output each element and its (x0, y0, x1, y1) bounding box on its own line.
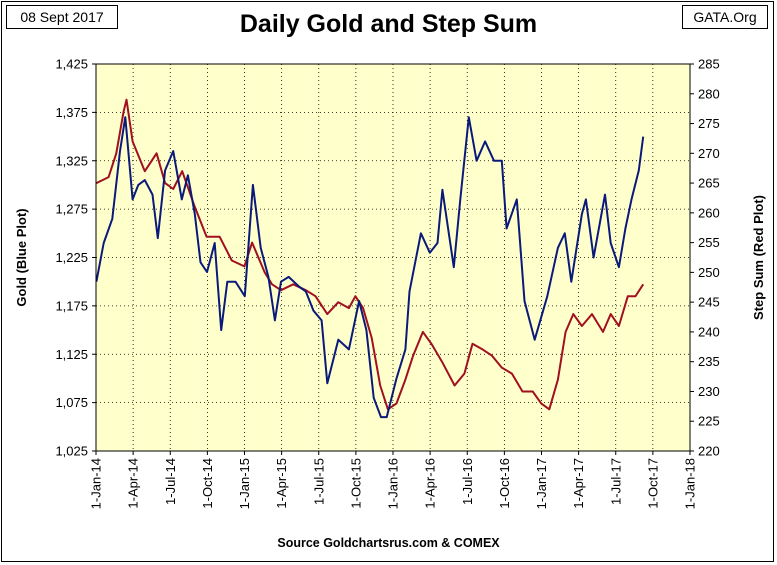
x-tick-label: 1-Apr-17 (571, 458, 586, 509)
right-tick-label: 275 (698, 116, 720, 131)
left-tick-label: 1,025 (55, 444, 88, 459)
left-axis-ticks: 1,025 1,075 1,125 1,175 1,225 1,275 1,325 1,375… (55, 57, 96, 459)
right-tick-label: 250 (698, 265, 720, 280)
right-tick-label: 280 (698, 86, 720, 101)
right-tick-label: 235 (698, 354, 720, 369)
right-tick-label: 230 (698, 384, 720, 399)
left-axis-title: Gold (Blue Plot) (14, 208, 29, 306)
right-tick-label: 245 (698, 295, 720, 310)
right-tick-label: 265 (698, 176, 720, 191)
x-tick-label: 1-Jan-17 (534, 458, 549, 509)
x-tick-label: 1-Apr-14 (126, 458, 141, 509)
left-tick-label: 1,125 (55, 347, 88, 362)
x-tick-label: 1-Oct-17 (645, 458, 660, 509)
left-tick-label: 1,375 (55, 105, 88, 120)
x-tick-label: 1-Jan-14 (89, 458, 104, 509)
source-credit: Source Goldchartsrus.com & COMEX (277, 536, 500, 550)
x-tick-label: 1-Jan-18 (683, 458, 698, 509)
x-tick-label: 1-Oct-14 (200, 458, 215, 509)
right-tick-label: 270 (698, 146, 720, 161)
left-tick-label: 1,175 (55, 298, 88, 313)
right-tick-label: 285 (698, 57, 720, 72)
x-tick-label: 1-Oct-16 (497, 458, 512, 509)
x-tick-label: 1-Apr-16 (423, 458, 438, 509)
right-tick-label: 225 (698, 414, 720, 429)
left-tick-label: 1,425 (55, 57, 88, 72)
x-tick-label: 1-Jan-15 (237, 458, 252, 509)
right-tick-label: 260 (698, 205, 720, 220)
left-tick-label: 1,225 (55, 250, 88, 265)
x-tick-label: 1-Apr-15 (274, 458, 289, 509)
x-tick-label: 1-Oct-15 (348, 458, 363, 509)
date-label: 08 Sept 2017 (6, 5, 118, 29)
chart-title: Daily Gold and Step Sum (239, 10, 538, 38)
x-axis-ticks: 1-Jan-14 1-Apr-14 1-Jul-14 1-Oct-14 1-Jan-15… (89, 451, 698, 509)
right-tick-label: 240 (698, 324, 720, 339)
gold-series-line (95, 116, 645, 419)
x-tick-label: 1-Jul-16 (460, 458, 475, 505)
left-tick-label: 1,275 (55, 202, 88, 217)
x-tick-label: 1-Jul-14 (163, 458, 178, 505)
right-axis-title: Step Sum (Red Plot) (751, 195, 766, 320)
x-tick-label: 1-Jul-15 (311, 458, 326, 505)
right-axis-ticks: 220 225 230 235 240 245 250 255 260 265 270 275 280 2… (690, 57, 720, 459)
x-tick-label: 1-Jan-16 (386, 458, 401, 509)
brand-label: GATA.Org (682, 5, 768, 29)
left-tick-label: 1,075 (55, 395, 88, 410)
step-sum-series-line (95, 98, 645, 411)
x-tick-label: 1-Jul-17 (608, 458, 623, 505)
right-tick-label: 255 (698, 235, 720, 250)
series-layer (95, 98, 645, 419)
left-tick-label: 1,325 (55, 153, 88, 168)
right-tick-label: 220 (698, 444, 720, 459)
